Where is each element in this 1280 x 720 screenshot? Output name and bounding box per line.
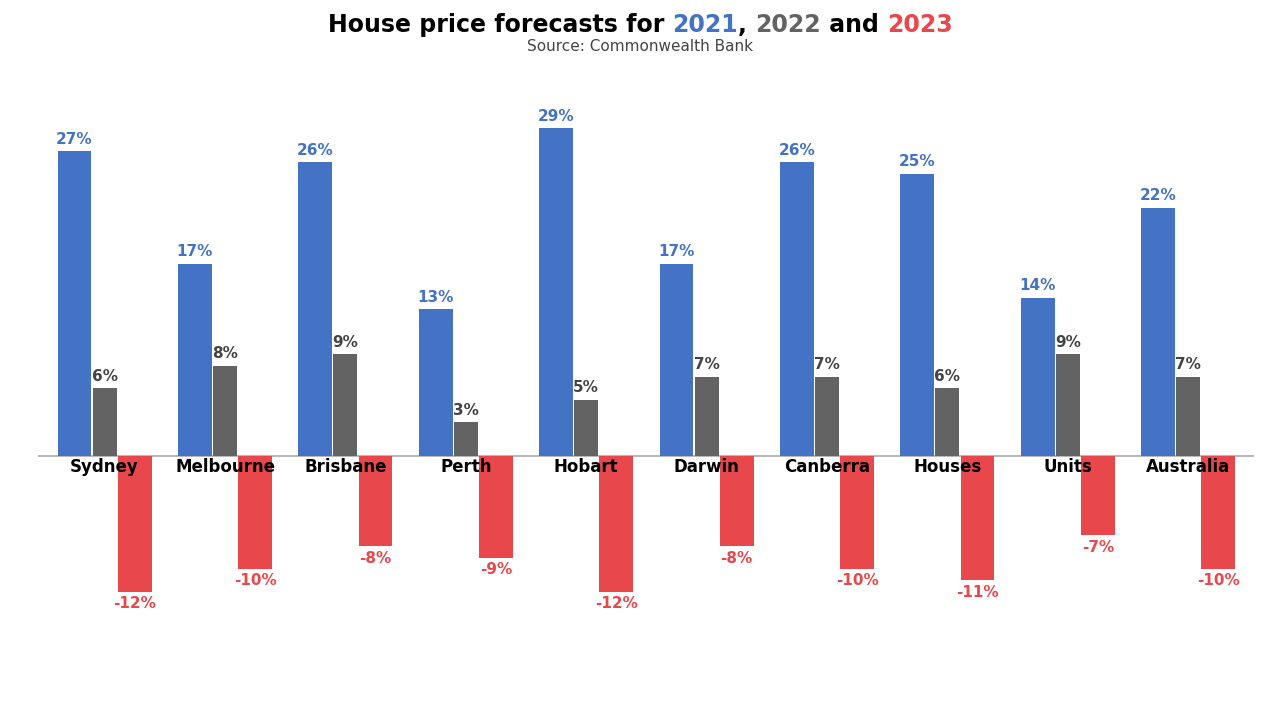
Text: Sydney: Sydney (70, 458, 140, 476)
Bar (815, 377, 838, 456)
Text: 7%: 7% (814, 357, 840, 372)
Bar (479, 456, 513, 558)
Text: -9%: -9% (480, 562, 512, 577)
Text: 6%: 6% (92, 369, 118, 384)
Text: 6%: 6% (934, 369, 960, 384)
Text: Source: Commonwealth Bank: Source: Commonwealth Bank (527, 40, 753, 54)
Bar (1056, 354, 1080, 456)
Text: Hobart: Hobart (554, 458, 618, 476)
Text: 26%: 26% (778, 143, 815, 158)
Bar (1142, 207, 1175, 456)
Text: 2022: 2022 (755, 13, 820, 37)
Text: 2023: 2023 (887, 13, 952, 37)
Text: 9%: 9% (1055, 335, 1080, 350)
Bar (599, 456, 634, 592)
Text: 29%: 29% (538, 109, 575, 124)
Bar (936, 388, 960, 456)
Bar (840, 456, 874, 569)
Text: House price forecasts for: House price forecasts for (328, 13, 672, 37)
Bar (1176, 377, 1201, 456)
Text: Melbourne: Melbourne (175, 458, 275, 476)
Bar (118, 456, 151, 592)
Text: -10%: -10% (836, 573, 878, 588)
Text: 7%: 7% (694, 357, 719, 372)
Text: -10%: -10% (1197, 573, 1239, 588)
Text: -7%: -7% (1082, 539, 1114, 554)
Bar (575, 400, 598, 456)
Bar (695, 377, 718, 456)
Text: 25%: 25% (899, 154, 936, 169)
Text: ,: , (737, 13, 755, 37)
Bar (539, 128, 573, 456)
Bar (58, 151, 91, 456)
Text: -8%: -8% (360, 551, 392, 566)
Text: -11%: -11% (956, 585, 998, 600)
Bar (780, 162, 814, 456)
Text: Australia: Australia (1146, 458, 1230, 476)
Bar (212, 366, 237, 456)
Text: -12%: -12% (595, 596, 637, 611)
Text: 7%: 7% (1175, 357, 1201, 372)
Text: 14%: 14% (1019, 279, 1056, 293)
Bar (900, 174, 934, 456)
Text: 22%: 22% (1139, 188, 1176, 203)
Text: Perth: Perth (440, 458, 492, 476)
Bar (92, 388, 116, 456)
Bar (419, 309, 453, 456)
Bar (333, 354, 357, 456)
Bar (1082, 456, 1115, 535)
Bar (960, 456, 995, 580)
Text: and: and (820, 13, 887, 37)
Text: 3%: 3% (453, 402, 479, 418)
Text: -8%: -8% (721, 551, 753, 566)
Text: 2021: 2021 (672, 13, 737, 37)
Text: 27%: 27% (56, 132, 93, 147)
Text: Darwin: Darwin (673, 458, 740, 476)
Text: Houses: Houses (913, 458, 982, 476)
Bar (454, 422, 477, 456)
Bar (178, 264, 211, 456)
Bar (298, 162, 333, 456)
Text: 17%: 17% (658, 245, 695, 259)
Text: -10%: -10% (234, 573, 276, 588)
Bar (1202, 456, 1235, 569)
Text: Units: Units (1043, 458, 1092, 476)
Bar (1021, 298, 1055, 456)
Text: 13%: 13% (417, 289, 454, 305)
Bar (358, 456, 393, 546)
Text: 8%: 8% (212, 346, 238, 361)
Bar (238, 456, 271, 569)
Text: Brisbane: Brisbane (305, 458, 387, 476)
Text: Canberra: Canberra (783, 458, 870, 476)
Text: 26%: 26% (297, 143, 334, 158)
Bar (659, 264, 694, 456)
Text: 9%: 9% (333, 335, 358, 350)
Text: 17%: 17% (177, 245, 212, 259)
Text: 5%: 5% (573, 380, 599, 395)
Text: -12%: -12% (113, 596, 156, 611)
Bar (719, 456, 754, 546)
